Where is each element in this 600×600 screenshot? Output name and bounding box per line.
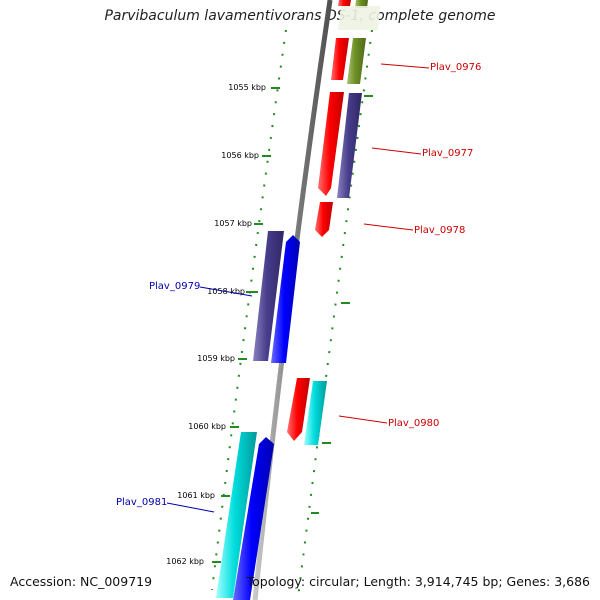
leader-plav-0977 — [371, 147, 422, 155]
feature-plav-0981-cyan — [216, 432, 257, 598]
accession-text: Accession: NC_009719 — [10, 574, 153, 589]
gene-label-plav-0977[interactable]: Plav_0977 — [422, 148, 473, 159]
leader-plav-0979 — [199, 286, 253, 297]
gene-label-plav-0980[interactable]: Plav_0980 — [388, 418, 439, 429]
feature-plav-0977-slate — [337, 93, 362, 198]
feature-plav-0981-blue — [233, 437, 274, 600]
feature-plav-0976-red — [331, 38, 349, 80]
tick-label-1056: 1056 kbp — [221, 151, 259, 160]
gene-leaders — [166, 63, 430, 513]
leader-plav-0976 — [380, 63, 430, 69]
feature-plav-0976-olive — [347, 38, 366, 84]
map-title: Parvibaculum lavamentivorans DS-1, compl… — [104, 8, 496, 24]
feature-plav-0979-slate — [253, 231, 284, 361]
tick-label-1061: 1061 kbp — [177, 491, 215, 500]
gene-label-plav-0979[interactable]: Plav_0979 — [149, 281, 200, 292]
feature-plav-0978-red — [315, 202, 333, 237]
gene-label-plav-0981[interactable]: Plav_0981 — [116, 497, 167, 508]
tick-label-1060: 1060 kbp — [188, 422, 226, 431]
feature-plav-0979-blue — [271, 235, 300, 363]
feature-plav-0977-red — [318, 92, 344, 196]
tick-track-right — [297, 29, 373, 599]
leader-plav-0980 — [338, 415, 388, 424]
gene-label-plav-0976[interactable]: Plav_0976 — [430, 62, 481, 73]
tick-label-1062: 1062 kbp — [166, 557, 204, 566]
feature-plav-0980-cyan — [304, 381, 327, 445]
genome-summary-text: Topology: circular; Length: 3,914,745 bp… — [246, 574, 590, 589]
tick-label-1057: 1057 kbp — [214, 219, 252, 228]
leader-plav-0981 — [166, 502, 215, 513]
feature-top-pale — [338, 6, 380, 30]
feature-plav-0980-red — [287, 378, 310, 441]
tick-label-1055: 1055 kbp — [228, 83, 266, 92]
feature-top-red — [338, 0, 351, 6]
tick-label-1059: 1059 kbp — [197, 354, 235, 363]
leader-plav-0978 — [363, 223, 414, 231]
gene-label-plav-0978[interactable]: Plav_0978 — [414, 225, 465, 236]
tick-marks — [212, 87, 373, 563]
